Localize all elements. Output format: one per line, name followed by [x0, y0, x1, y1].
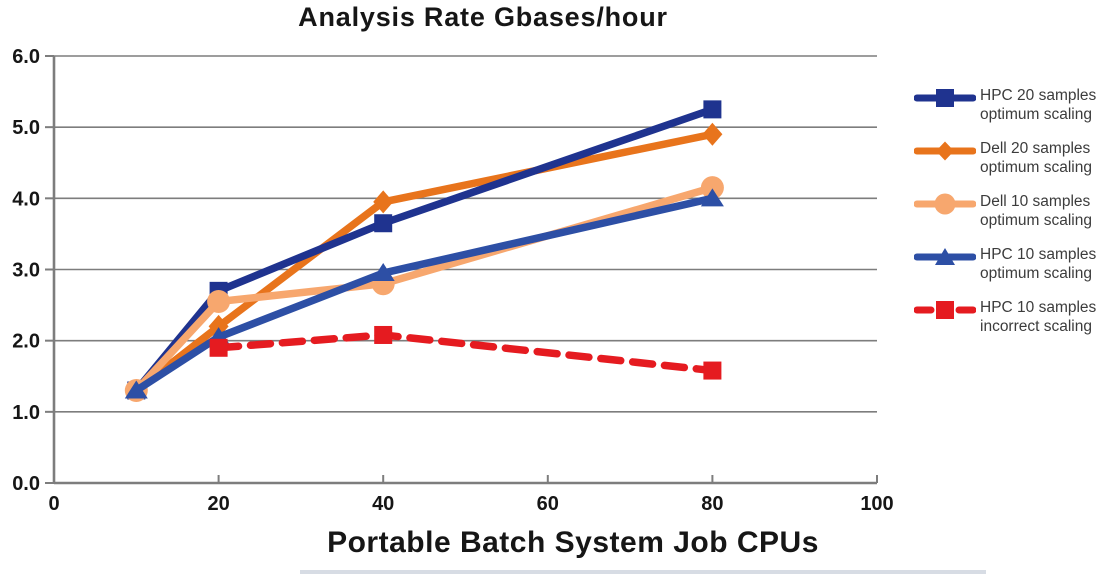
legend-label-line: Dell 20 samples [980, 140, 1091, 157]
legend-item-hpc-20-samples-optimum-scaling: HPC 20 samples optimum scaling [913, 86, 1112, 139]
series-hpc-20-samples-optimum-scaling-marker-square [374, 214, 393, 233]
legend-label: HPC 10 samples optimum scaling [980, 245, 1096, 283]
legend: HPC 20 samples optimum scaling Dell 20 sam… [913, 86, 1112, 351]
series-hpc-10-samples-incorrect-scaling-marker-square [374, 325, 393, 344]
legend-item-hpc-10-samples-incorrect-scaling: HPC 10 samples incorrect scaling [913, 298, 1112, 351]
series-dell-10-samples-optimum-scaling-marker-circle [700, 176, 724, 200]
legend-swatch-square-icon [913, 298, 980, 326]
series-hpc-10-samples-incorrect-scaling-marker-square [703, 361, 722, 380]
x-axis-title: Portable Batch System Job CPUs [327, 526, 819, 559]
series-dell-20-samples-optimum-scaling-marker-diamond [373, 190, 394, 214]
series-hpc-10-samples-optimum-scaling-marker-triangle [371, 263, 395, 282]
series-dell-20-samples-optimum-scaling-marker-diamond [702, 122, 723, 146]
series-hpc-10-samples-optimum-scaling-line [132, 194, 717, 395]
legend-swatch-triangle-icon [913, 245, 980, 273]
legend-label: Dell 20 samples optimum scaling [980, 139, 1092, 177]
y-tick-label: 4.0 [12, 188, 40, 210]
x-tick-label: 40 [372, 493, 394, 515]
y-tick-label: 5.0 [12, 117, 40, 139]
legend-label-line: Dell 10 samples [980, 193, 1091, 210]
bottom-crop-sliver [300, 570, 986, 574]
x-tick-label: 60 [537, 493, 559, 515]
legend-swatch-circle-icon [913, 192, 980, 220]
x-tick-label: 0 [48, 493, 59, 515]
y-tick-label: 1.0 [12, 402, 40, 424]
series-hpc-20-samples-optimum-scaling-marker-square [703, 100, 722, 119]
legend-label-line: optimum scaling [980, 159, 1092, 176]
series-hpc-10-samples-optimum-scaling-marker-triangle [124, 380, 148, 399]
x-tick-label: 100 [860, 493, 893, 515]
legend-label-line: incorrect scaling [980, 318, 1092, 335]
legend-label-line: HPC 10 samples [980, 299, 1097, 316]
legend-item-dell-10-samples-optimum-scaling: Dell 10 samples optimum scaling [913, 192, 1112, 245]
legend-label: HPC 20 samples optimum scaling [980, 86, 1096, 124]
series-dell-10-samples-optimum-scaling-marker-circle [207, 290, 231, 314]
y-tick-label: 3.0 [12, 260, 40, 282]
legend-label-line: HPC 20 samples [980, 87, 1097, 104]
legend-label-line: optimum scaling [980, 212, 1092, 229]
series-hpc-10-samples-incorrect-scaling-marker-square [209, 338, 228, 357]
legend-label: HPC 10 samples incorrect scaling [980, 298, 1096, 336]
legend-label-line: optimum scaling [980, 265, 1092, 282]
y-tick-label: 2.0 [12, 331, 40, 353]
legend-label-line: optimum scaling [980, 106, 1092, 123]
legend-item-hpc-10-samples-optimum-scaling: HPC 10 samples optimum scaling [913, 245, 1112, 298]
x-tick-label: 20 [207, 493, 229, 515]
legend-label-line: HPC 10 samples [980, 246, 1097, 263]
chart-title: Analysis Rate Gbases/hour [298, 2, 668, 32]
legend-swatch-diamond-icon [913, 139, 980, 167]
y-tick-label: 0.0 [12, 473, 40, 495]
legend-label: Dell 10 samples optimum scaling [980, 192, 1092, 230]
y-tick-label: 6.0 [12, 46, 40, 68]
legend-item-dell-20-samples-optimum-scaling: Dell 20 samples optimum scaling [913, 139, 1112, 192]
legend-swatch-square-icon [913, 86, 980, 114]
x-tick-label: 80 [701, 493, 723, 515]
series-hpc-10-samples-optimum-scaling-marker-triangle [700, 188, 724, 207]
